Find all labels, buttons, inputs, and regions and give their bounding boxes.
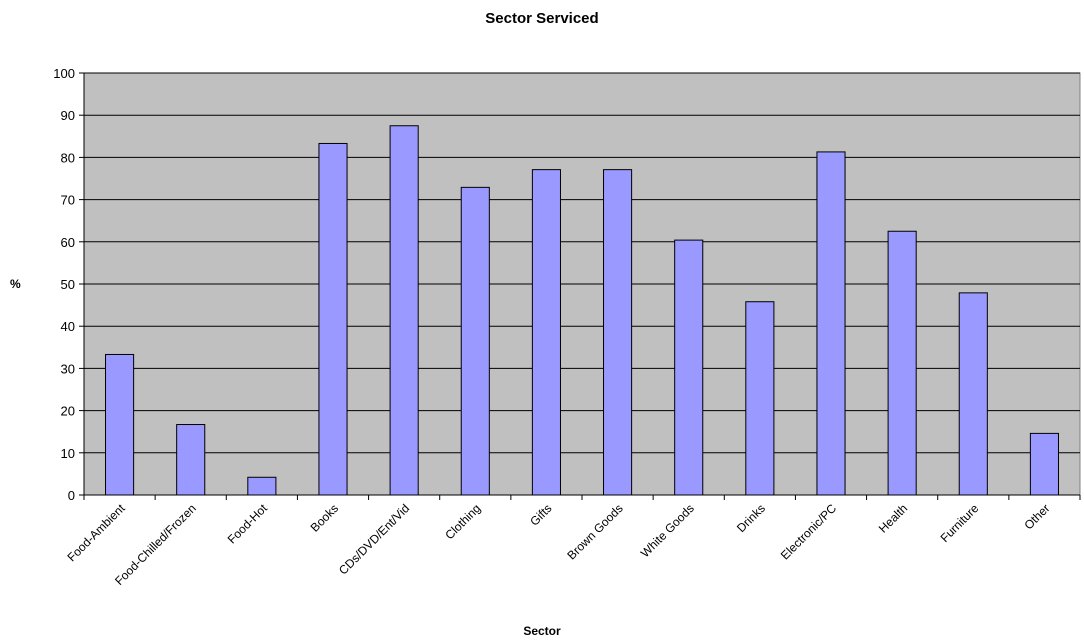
bar: [105, 353, 135, 496]
y-tick-label: 20: [61, 404, 75, 419]
bar: [460, 186, 490, 496]
x-tick-label: Books: [308, 501, 341, 534]
bars: [105, 125, 1059, 496]
bar: [389, 125, 419, 496]
y-tick-label: 30: [61, 361, 75, 376]
bar: [247, 476, 277, 496]
y-tick-label: 70: [61, 193, 75, 208]
y-axis-label: %: [10, 277, 21, 291]
bar: [531, 169, 561, 496]
bar: [958, 292, 988, 496]
y-tick-label: 90: [61, 108, 75, 123]
x-tick-label: Brown Goods: [564, 501, 625, 562]
x-tick-label: CDs/DVD/Ent/Vid: [336, 501, 412, 577]
x-tick-label: Clothing: [442, 501, 483, 542]
x-tick-label: Gifts: [527, 501, 554, 528]
x-axis-label: Sector: [523, 624, 561, 638]
y-tick-label: 80: [61, 150, 75, 165]
x-tick-label: Electronic/PC: [778, 501, 840, 563]
x-tick-label: Other: [1021, 501, 1052, 532]
x-tick-label: Furniture: [938, 501, 982, 545]
bar: [603, 169, 633, 496]
y-tick-label: 40: [61, 319, 75, 334]
y-tick-label: 60: [61, 235, 75, 250]
bar: [176, 424, 206, 496]
bar: [1029, 432, 1059, 496]
y-tick-label: 50: [61, 277, 75, 292]
chart-title: Sector Serviced: [485, 10, 599, 27]
x-tick-label: Drinks: [734, 501, 768, 535]
x-tick-label: White Goods: [638, 501, 697, 560]
bar: [887, 230, 917, 496]
y-tick-label: 100: [53, 66, 75, 81]
x-tick-label: Food-Chilled/Frozen: [112, 501, 199, 588]
y-tick-label: 10: [61, 446, 75, 461]
x-tick-label: Food-Ambient: [64, 501, 128, 565]
x-tick-label: Health: [876, 501, 910, 535]
bar: [745, 301, 775, 496]
bar: [674, 239, 704, 496]
x-tick-label: Food-Hot: [225, 501, 271, 547]
bar: [318, 142, 348, 496]
y-tick-label: 0: [68, 488, 75, 503]
bar: [816, 151, 846, 496]
